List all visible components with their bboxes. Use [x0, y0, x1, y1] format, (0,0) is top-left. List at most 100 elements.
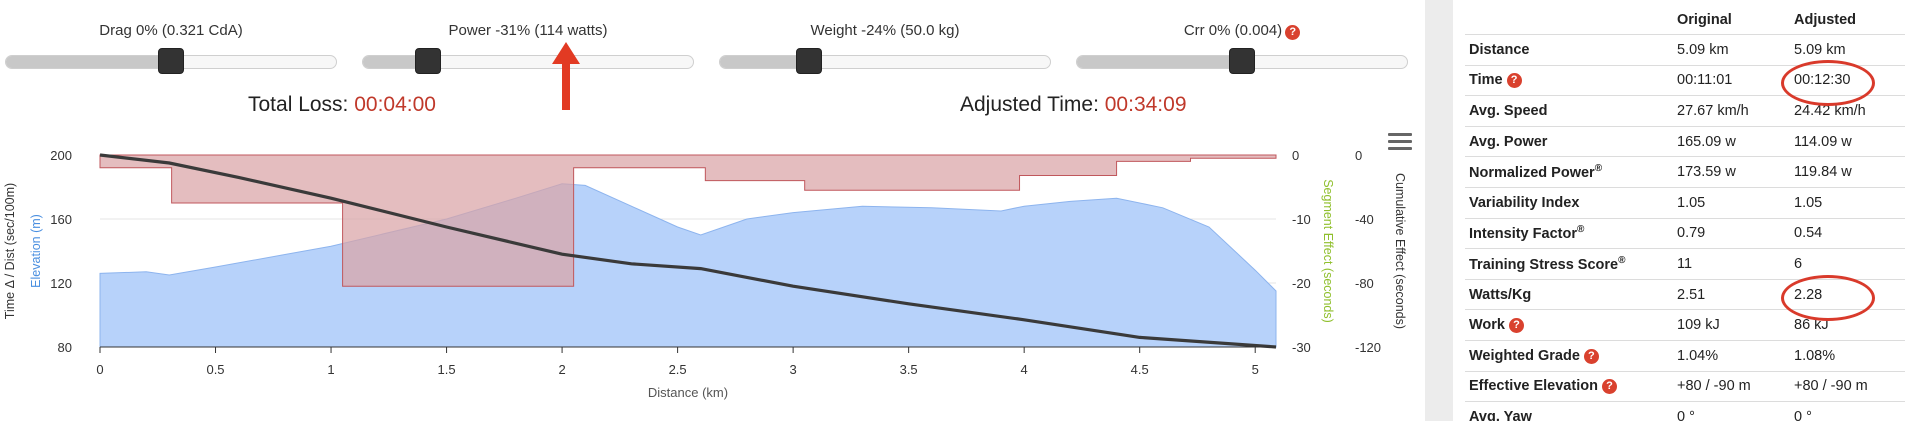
table-row: Watts/Kg 2.51 2.28: [1465, 274, 1905, 321]
slider-0: Drag 0% (0.321 CdA): [5, 22, 337, 74]
segment-tick-label: -10: [1292, 212, 1311, 227]
original-value: 173.59 w: [1677, 156, 1794, 188]
slider-label-text: Weight -24% (50.0 kg): [810, 22, 960, 39]
original-value: 165.09 w: [1677, 125, 1794, 157]
x-tick-label: 3.5: [900, 362, 918, 377]
x-tick-label: 5: [1252, 362, 1259, 377]
original-value: 1.04%: [1677, 339, 1794, 372]
slider-fill: [6, 56, 171, 68]
registered-mark: ®: [1618, 255, 1626, 267]
original-value: 11: [1677, 248, 1794, 280]
original-value: 1.05: [1677, 186, 1794, 219]
metric-cell: Variability Index: [1465, 186, 1677, 219]
original-value: 0.79: [1677, 217, 1794, 249]
metric-cell: Intensity Factor®: [1465, 217, 1677, 249]
slider-track[interactable]: [1076, 55, 1408, 69]
registered-mark: ®: [1594, 163, 1603, 175]
help-icon[interactable]: ?: [1583, 348, 1599, 364]
table-row: Normalized Power® 173.59 w 119.84 w: [1465, 156, 1905, 188]
slider-handle[interactable]: [158, 48, 184, 74]
metric-name: Time: [1469, 72, 1503, 89]
adjusted-value: 114.09 w: [1794, 133, 1852, 150]
table-row: Avg. Yaw 0 ° 0 °: [1465, 401, 1905, 421]
slider-fill: [720, 56, 810, 68]
adjusted-value: 00:12:30: [1780, 60, 1876, 107]
table-row: Effective Elevation? +80 / -90 m +80 / -90…: [1465, 370, 1905, 402]
stats-table: Original Adjusted Distance 5.09 km 5.09 km…: [1465, 8, 1905, 421]
table-row: Work? 109 kJ 86 kJ: [1465, 309, 1905, 341]
original-value: 0 °: [1677, 401, 1794, 421]
total-loss-value: 00:04:00: [354, 93, 436, 116]
help-icon[interactable]: ?: [1506, 73, 1522, 89]
cumulative-tick-label: -40: [1355, 212, 1374, 227]
slider-label: Crr 0% (0.004)?: [1076, 22, 1408, 40]
table-row: Time? 00:11:01 00:12:30: [1465, 60, 1905, 107]
slider-fill: [1077, 56, 1242, 68]
slider-handle[interactable]: [1229, 48, 1255, 74]
original-value: 109 kJ: [1677, 309, 1794, 341]
metric-cell: Distance: [1465, 34, 1677, 66]
cumulative-effect-line: [99, 153, 1277, 349]
adjusted-cell: 00:12:30: [1780, 60, 1905, 107]
left-tick-label: 160: [50, 212, 72, 227]
x-tick-label: 0: [96, 362, 103, 377]
metric-cell: Normalized Power®: [1465, 156, 1677, 188]
x-tick-label: 4.5: [1131, 362, 1149, 377]
adjusted-value: 1.08%: [1794, 347, 1836, 364]
slider-label: Weight -24% (50.0 kg): [719, 22, 1051, 39]
help-icon[interactable]: ?: [1509, 318, 1524, 334]
adjusted-cell: 1.05: [1794, 186, 1905, 219]
table-row: Training Stress Score® 11 6: [1465, 248, 1905, 280]
help-icon[interactable]: ?: [1601, 379, 1617, 395]
slider-label-text: Power -31% (114 watts): [448, 22, 608, 39]
metric-name: Avg. Yaw: [1469, 409, 1532, 421]
adjusted-value: 5.09 km: [1794, 41, 1846, 58]
metric-name: Normalized Power: [1469, 165, 1595, 182]
metric-cell: Training Stress Score®: [1465, 248, 1677, 280]
metric-name: Avg. Speed: [1469, 102, 1548, 119]
cumulative-tick-label: -120: [1355, 340, 1381, 355]
original-value: 2.51: [1677, 278, 1794, 310]
help-icon[interactable]: ?: [1285, 25, 1301, 40]
table-row: Distance 5.09 km 5.09 km: [1465, 34, 1905, 66]
adjusted-time-label: Adjusted Time:: [960, 93, 1099, 116]
chart-menu-icon[interactable]: [1388, 133, 1412, 155]
adjusted-cell: 5.09 km: [1794, 34, 1905, 66]
adjusted-value: 6: [1794, 255, 1803, 272]
adjusted-cell: 119.84 w: [1794, 156, 1905, 188]
table-row: Intensity Factor® 0.79 0.54: [1465, 217, 1905, 249]
segment-axis-title: Segment Effect (seconds): [1321, 179, 1335, 323]
adjusted-cell: 2.28: [1780, 274, 1905, 321]
metric-cell: Effective Elevation?: [1465, 370, 1677, 402]
registered-mark: ®: [1576, 224, 1585, 236]
slider-track[interactable]: [362, 55, 694, 69]
slider-2: Weight -24% (50.0 kg): [719, 22, 1051, 74]
metric-cell: Work?: [1465, 309, 1677, 341]
adjusted-cell: 0.54: [1794, 217, 1905, 249]
adjusted-value: +80 / -90 m: [1794, 378, 1868, 395]
metric-name: Intensity Factor: [1469, 226, 1577, 243]
table-row: Variability Index 1.05 1.05: [1465, 186, 1905, 219]
x-tick-label: 1.5: [438, 362, 456, 377]
adjusted-value: 2.28: [1780, 274, 1876, 321]
metric-cell: Time?: [1465, 64, 1677, 96]
adjusted-cell: +80 / -90 m: [1794, 370, 1905, 402]
x-tick-label: 4: [1021, 362, 1028, 377]
header-adjusted: Adjusted: [1794, 12, 1857, 28]
left-tick-label: 200: [50, 148, 72, 163]
adjusted-cell: 1.08%: [1794, 339, 1905, 372]
left-axis-title-elevation: Elevation (m): [29, 214, 43, 288]
slider-handle[interactable]: [415, 48, 442, 74]
annotation-arrow-icon: [552, 42, 580, 110]
stats-panel: Original Adjusted Distance 5.09 km 5.09 km…: [1453, 0, 1920, 421]
x-axis-title: Distance (km): [648, 385, 728, 400]
original-value: 5.09 km: [1677, 34, 1794, 66]
elevation-area: [99, 183, 1277, 348]
left-tick-label: 120: [50, 276, 72, 291]
left-tick-label: 80: [58, 340, 72, 355]
table-row: Weighted Grade? 1.04% 1.08%: [1465, 339, 1905, 372]
simulator-panel: Drag 0% (0.321 CdA) Power -31% (114 watts…: [3, 22, 1412, 400]
table-row: Avg. Speed 27.67 km/h 24.42 km/h: [1465, 95, 1905, 127]
segment-tick-label: -20: [1292, 276, 1311, 291]
slider-handle[interactable]: [795, 48, 822, 74]
